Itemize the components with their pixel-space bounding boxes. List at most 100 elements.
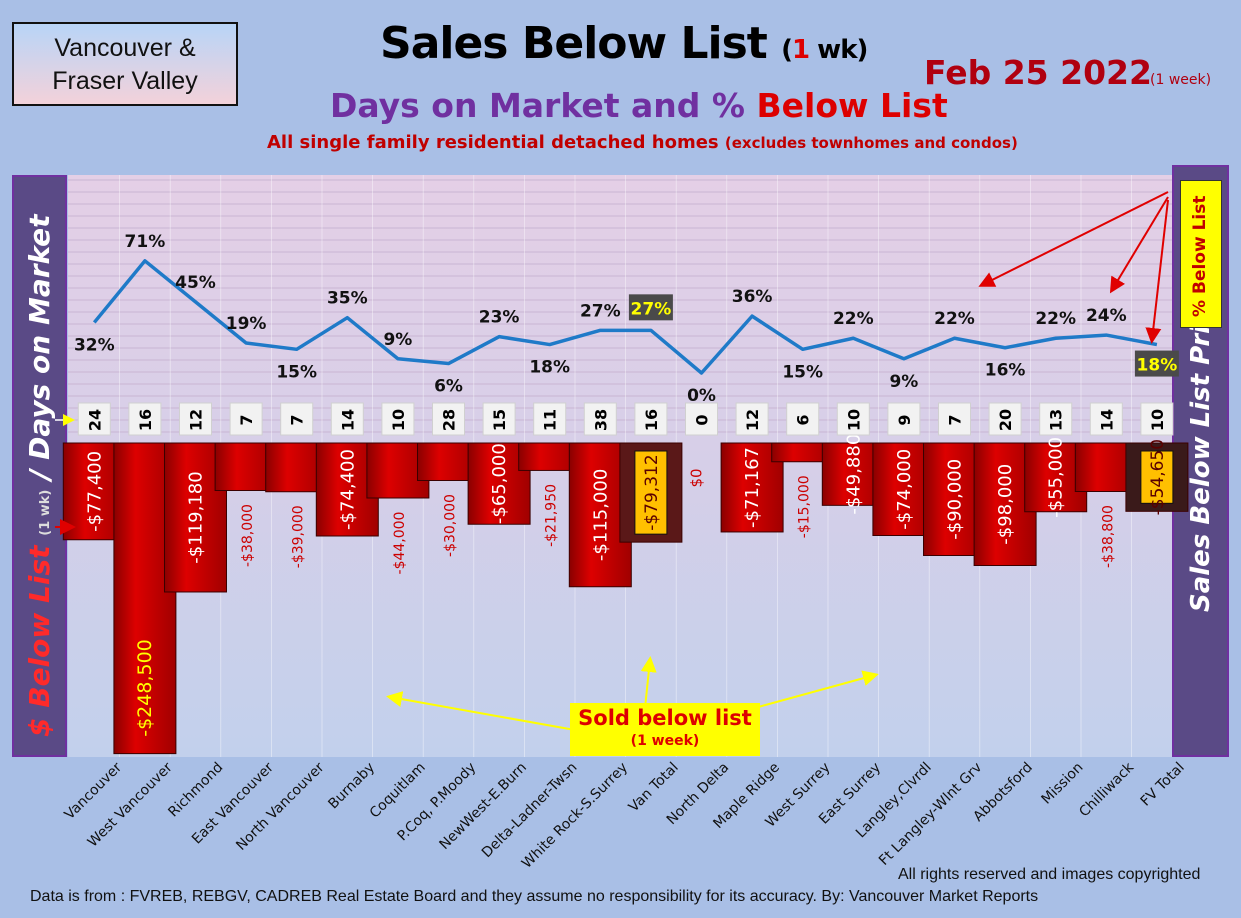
pct-label-7: 6% (434, 377, 463, 397)
bar-label-16: -$74,000 (894, 449, 915, 530)
pct-arrow-2 (1109, 196, 1169, 294)
report-date-note: (1 week) (1150, 72, 1212, 88)
region-line-1: Vancouver & (54, 34, 196, 62)
dom-box-20 (1089, 402, 1123, 436)
pct-label-8: 23% (479, 308, 520, 328)
category-label-4: North Vancouver (233, 759, 327, 853)
title-main: Sales Below List (380, 18, 768, 69)
region-line-2: Fraser Valley (52, 67, 198, 95)
left-axis-panel: $ Below List (1 wk) / Days on Market (12, 175, 67, 757)
dom-box-19 (1039, 402, 1073, 436)
dom-label-16: 9 (895, 414, 914, 425)
dom-box-9 (533, 402, 567, 436)
region-label: Vancouver & Fraser Valley (12, 22, 238, 106)
dom-label-10: 38 (591, 409, 610, 431)
pct-label-14: 15% (782, 362, 823, 382)
dom-box-13 (735, 402, 769, 436)
category-label-20: Chilliwack (1076, 759, 1137, 820)
pct-label-2: 45% (175, 273, 216, 293)
pct-label-bg-21 (1134, 350, 1179, 377)
bar-label-10: -$115,000 (590, 469, 611, 561)
category-label-10: White Rock-S.Surrey (519, 760, 631, 872)
bar-label-2: -$119,180 (186, 471, 207, 563)
category-label-17: Ft Langley-Wlnt Grv (876, 760, 985, 869)
dom-label-18: 20 (996, 409, 1015, 431)
dom-label-7: 28 (440, 409, 459, 431)
bar-label-12: $0 (688, 468, 706, 487)
pct-label-bg-11 (628, 294, 673, 321)
dom-label-8: 15 (490, 409, 509, 431)
pct-label-11: 27% (631, 299, 672, 319)
bar-label-5: -$74,400 (337, 449, 358, 530)
copyright-note: All rights reserved and images copyright… (898, 866, 1201, 883)
dom-box-15 (836, 402, 870, 436)
pct-arrow-3 (1145, 199, 1169, 344)
bar-label-1: -$248,500 (134, 639, 156, 737)
sold-main-label: Sold below list (578, 706, 752, 730)
dom-box-0 (77, 402, 111, 436)
pct-label-1: 71% (125, 232, 166, 252)
dom-label-14: 6 (794, 414, 813, 425)
bar-label-21: -$54,650 (1148, 439, 1168, 515)
pct-label-16: 9% (889, 372, 918, 392)
data-source-note: Data is from : FVREB, REBGV, CADREB Real… (30, 888, 1039, 905)
dom-box-21 (1140, 402, 1174, 436)
description-note: (excludes townhomes and condos) (724, 134, 1018, 152)
dom-box-3 (229, 402, 263, 436)
bar-label-3: -$38,000 (240, 504, 256, 567)
pct-label-20: 24% (1086, 306, 1127, 326)
dom-label-13: 12 (743, 409, 762, 431)
title-period-number: 1 (792, 35, 810, 65)
bar-label-8: -$65,000 (489, 443, 510, 524)
dom-label-12: 0 (693, 414, 712, 425)
dom-label-11: 16 (642, 409, 661, 431)
bar-label-0: -$77,400 (84, 451, 105, 532)
pct-label-19: 22% (1035, 309, 1076, 329)
sold-arrow-right (739, 670, 879, 713)
sold-sub-label: (1 week) (630, 733, 700, 749)
dom-box-2 (179, 402, 212, 436)
bar-label-17: -$90,000 (945, 459, 966, 540)
chart-subtitle: Days on Market and % Below List (330, 86, 948, 125)
sold-below-list-callout: Sold below list (1 week) (570, 703, 760, 756)
dom-label-19: 13 (1047, 409, 1066, 431)
dom-label-20: 14 (1097, 409, 1116, 431)
bar-label-6: -$44,000 (392, 512, 408, 575)
pct-label-15: 22% (833, 309, 874, 329)
bar-label-13: -$71,167 (742, 447, 763, 528)
dom-box-17 (938, 402, 971, 436)
pct-label-21: 18% (1137, 356, 1178, 376)
pct-label-6: 9% (383, 330, 412, 350)
subtitle-below-list: Below List (756, 86, 948, 125)
bar-label-15: -$49,880 (843, 434, 864, 515)
dom-label-0: 24 (85, 409, 104, 431)
pct-label-17: 22% (934, 309, 975, 329)
pct-label-0: 32% (74, 335, 115, 355)
bar-label-18: -$98,000 (995, 464, 1016, 545)
pct-below-list-badge: % Below List (1180, 180, 1222, 328)
bar-label-11: -$79,312 (642, 454, 662, 530)
category-label-21: FV Total (1138, 760, 1188, 810)
category-label-9: Delta-Ladner-Twsn (479, 760, 581, 862)
dom-box-18 (988, 402, 1022, 436)
dom-label-2: 12 (187, 409, 206, 431)
dom-box-11 (634, 402, 668, 436)
dom-label-15: 10 (844, 409, 863, 431)
pct-label-4: 15% (276, 362, 317, 382)
dom-box-1 (128, 402, 162, 436)
dom-label-1: 16 (136, 409, 155, 431)
dom-label-3: 7 (237, 414, 256, 425)
dom-label-4: 7 (288, 414, 307, 425)
report-date: Feb 25 2022 (924, 53, 1152, 92)
bar-label-4: -$39,000 (291, 505, 307, 568)
pct-label-10: 27% (580, 301, 621, 321)
bar-label-20: -$38,800 (1100, 505, 1116, 568)
dom-box-10 (583, 402, 617, 436)
pct-label-12: 0% (687, 386, 716, 406)
dom-box-8 (482, 402, 516, 436)
sold-arrow-left (386, 691, 576, 731)
pct-label-3: 19% (226, 314, 267, 334)
title-period: (1 wk) (781, 35, 868, 65)
